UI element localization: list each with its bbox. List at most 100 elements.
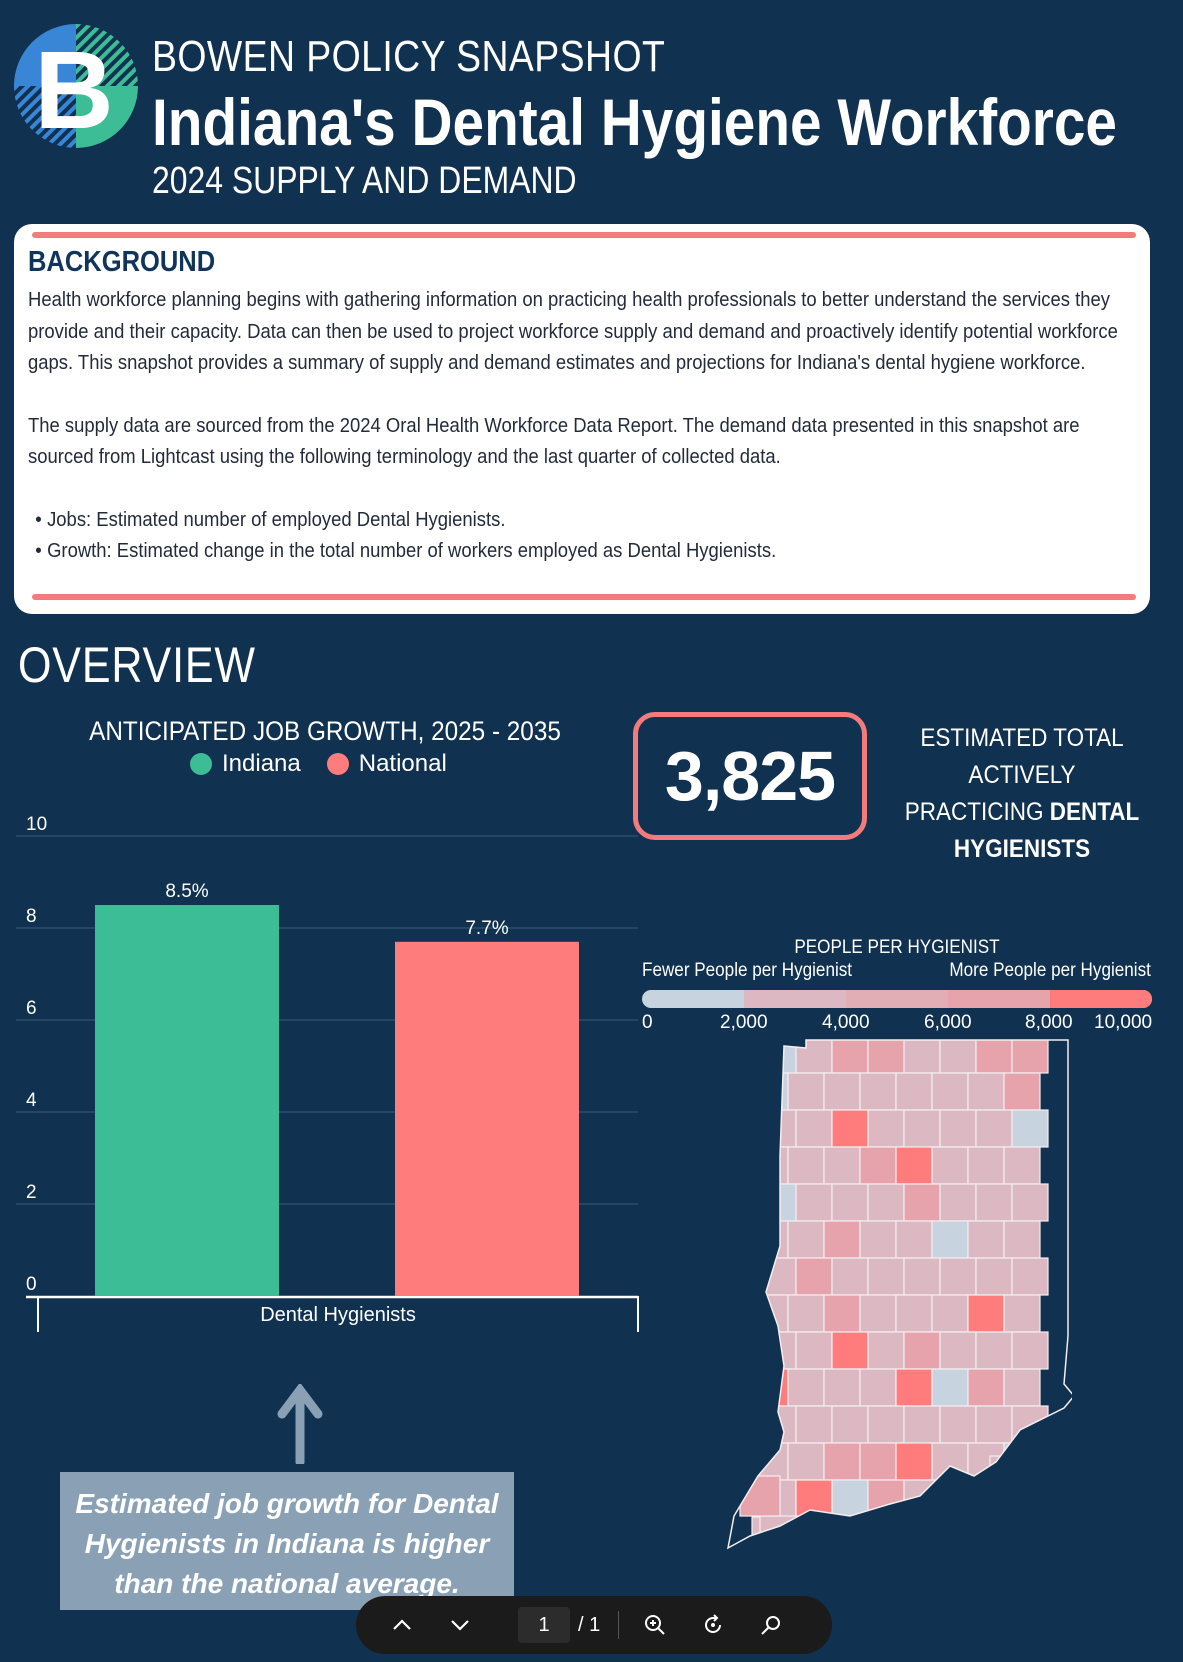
county — [931, 1368, 969, 1407]
y-tick-label: 8 — [26, 906, 37, 927]
x-category-label: Dental Hygienists — [260, 1304, 416, 1326]
county — [795, 1040, 833, 1074]
county — [759, 1515, 801, 1548]
bar-indiana — [95, 905, 279, 1296]
search-button[interactable] — [747, 1605, 795, 1645]
county — [859, 1516, 897, 1548]
rotate-button[interactable] — [689, 1605, 737, 1645]
county — [787, 1442, 825, 1481]
county — [1011, 1257, 1049, 1296]
y-tick-label: 6 — [26, 998, 37, 1019]
county — [931, 1072, 969, 1111]
card-bottom-rule — [32, 594, 1136, 600]
county — [795, 1405, 833, 1444]
bar-national — [395, 941, 579, 1296]
page-subtitle: 2024 SUPPLY AND DEMAND — [152, 160, 577, 202]
county — [831, 1257, 869, 1296]
county — [831, 1183, 869, 1222]
county — [787, 1294, 825, 1333]
definitions-list: Jobs: Estimated number of employed Denta… — [28, 504, 1144, 567]
county — [967, 1220, 1005, 1259]
county — [787, 1220, 825, 1259]
legend-label-indiana: Indiana — [222, 750, 301, 777]
bar-data-label: 8.5% — [165, 881, 208, 902]
card-top-rule — [32, 232, 1136, 238]
legend-swatch-national — [326, 753, 349, 775]
y-tick-label: 4 — [26, 1090, 37, 1111]
county — [939, 1040, 977, 1074]
logo-letter: B — [34, 29, 113, 152]
county — [867, 1257, 905, 1296]
county — [967, 1294, 1005, 1333]
county — [895, 1294, 933, 1333]
y-tick-label: 2 — [26, 1182, 37, 1203]
county — [823, 1072, 861, 1111]
previous-page-button[interactable] — [378, 1605, 426, 1645]
county — [867, 1109, 905, 1148]
county — [823, 1516, 861, 1548]
page-number-input[interactable]: 1 — [518, 1607, 570, 1643]
county — [1003, 1368, 1041, 1407]
county — [787, 1072, 825, 1111]
county — [787, 1146, 825, 1185]
county — [967, 1442, 1005, 1481]
county — [931, 1442, 969, 1481]
header-kicker: BOWEN POLICY SNAPSHOT — [152, 32, 666, 81]
map-color-scale — [642, 990, 1152, 1008]
county — [903, 1040, 941, 1074]
map-tick-0: 0 — [642, 1012, 653, 1033]
county — [1003, 1442, 1041, 1481]
county — [1003, 1220, 1041, 1259]
map-legend-low-label: Fewer People per Hygienist — [642, 960, 853, 981]
county — [759, 1040, 797, 1074]
county — [829, 1515, 871, 1548]
county — [831, 1331, 869, 1370]
legend-swatch-indiana — [190, 753, 212, 775]
county — [939, 1479, 977, 1518]
county — [895, 1368, 933, 1407]
county — [931, 1294, 969, 1333]
list-item: Growth: Estimated change in the total nu… — [28, 535, 1144, 567]
county — [975, 1479, 1013, 1518]
background-body: Health workforce planning begins with ga… — [28, 284, 1144, 567]
county — [867, 1331, 905, 1370]
zoom-in-icon — [645, 1615, 665, 1635]
county — [759, 1331, 797, 1370]
county — [903, 1183, 941, 1222]
county — [903, 1331, 941, 1370]
county — [931, 1146, 969, 1185]
page-total: / 1 — [578, 1613, 601, 1636]
county — [787, 1516, 825, 1548]
chevron-down-icon — [451, 1620, 469, 1631]
stat-label-line-1: ESTIMATED TOTAL ACTIVELY — [920, 724, 1124, 789]
map-tick-6000: 6,000 — [924, 1012, 972, 1033]
county — [967, 1368, 1005, 1407]
indiana-county-map — [726, 1039, 1072, 1550]
y-tick-label: 10 — [26, 814, 47, 835]
county — [1011, 1109, 1049, 1148]
zoom-in-button[interactable] — [631, 1605, 679, 1645]
county — [759, 1257, 797, 1296]
county — [975, 1257, 1013, 1296]
map-tick-10000: 10,000 — [1094, 1012, 1153, 1033]
state-outline — [726, 1039, 1072, 1550]
county — [859, 1220, 897, 1259]
county — [795, 1109, 833, 1148]
bowen-logo: B — [14, 24, 138, 152]
county — [867, 1405, 905, 1444]
county — [867, 1183, 905, 1222]
county — [859, 1146, 897, 1185]
county — [895, 1220, 933, 1259]
county — [975, 1331, 1013, 1370]
search-icon — [761, 1616, 781, 1635]
county — [869, 1515, 911, 1548]
stat-label-line-3: HYGIENISTS — [953, 835, 1091, 863]
county — [895, 1072, 933, 1111]
county — [759, 1109, 797, 1148]
county — [1003, 1146, 1041, 1185]
county — [931, 1220, 969, 1259]
next-page-button[interactable] — [436, 1605, 484, 1645]
county — [867, 1040, 905, 1074]
county — [751, 1294, 789, 1333]
county — [1011, 1183, 1049, 1222]
